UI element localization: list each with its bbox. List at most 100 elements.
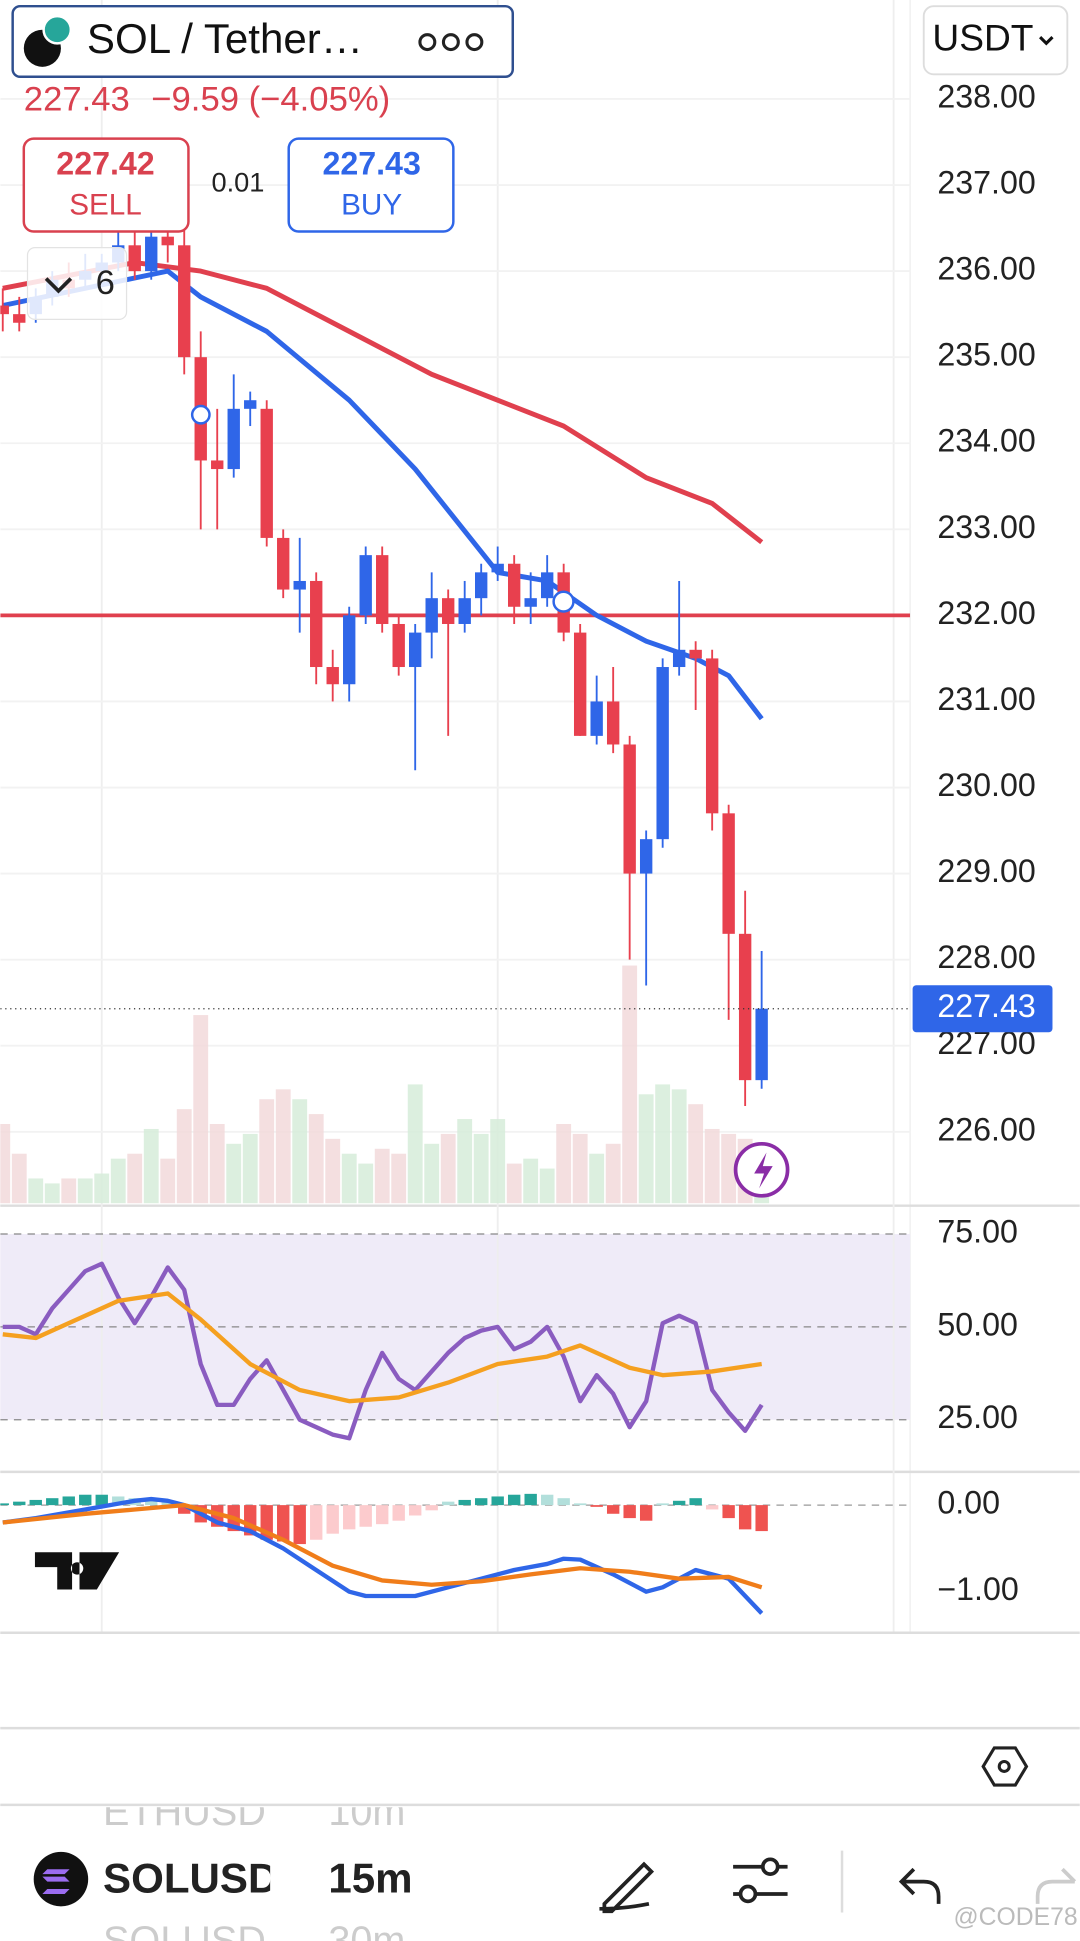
- candle-body: [293, 580, 306, 590]
- volume-bar: [407, 1084, 423, 1204]
- y-tick-label: 230.00: [937, 767, 1035, 803]
- more-dot[interactable]: [418, 33, 437, 52]
- last-price-label: 227.43: [937, 988, 1035, 1024]
- volume-bar: [275, 1089, 291, 1204]
- more-dot[interactable]: [441, 33, 460, 52]
- histogram-bar: [425, 1505, 438, 1511]
- volume-bar: [440, 1133, 456, 1204]
- volume-bar: [11, 1153, 27, 1204]
- histogram-bar: [639, 1505, 653, 1521]
- candle-body: [573, 632, 587, 736]
- candle-body: [0, 305, 9, 315]
- volume-bar: [688, 1104, 704, 1204]
- redo-icon[interactable]: [1035, 1867, 1077, 1904]
- volume-bar: [176, 1109, 192, 1204]
- picker-item[interactable]: SOLUSD: [103, 1855, 278, 1902]
- histogram-bar: [507, 1494, 521, 1506]
- candle-body: [260, 408, 273, 538]
- histogram-bar: [161, 1501, 174, 1506]
- volume-bar: [358, 1163, 374, 1204]
- indicator-line: [2, 1496, 764, 1615]
- histogram-bar: [112, 1496, 125, 1506]
- histogram-bar: [0, 1503, 9, 1506]
- candle-body: [540, 572, 554, 599]
- spread: 0.01: [211, 167, 264, 198]
- buy-label: BUY: [341, 189, 402, 222]
- volume-bar: [589, 1153, 605, 1204]
- more-dot[interactable]: [465, 33, 484, 52]
- candle-body: [128, 245, 141, 272]
- settings-icon[interactable]: [981, 1746, 1029, 1787]
- y-tick-label: 235.00: [937, 337, 1035, 373]
- slider-knob: [738, 1884, 758, 1904]
- candle-body: [656, 667, 669, 840]
- picker-item[interactable]: 15m: [328, 1855, 412, 1902]
- volume-bar: [61, 1178, 77, 1204]
- chevron: [1039, 36, 1054, 46]
- candle-body: [227, 408, 240, 470]
- volume-bar: [572, 1133, 588, 1204]
- indicators-toggle[interactable]: [26, 246, 128, 320]
- histogram-bar: [326, 1505, 339, 1534]
- candle-body: [738, 933, 752, 1081]
- candle-body: [178, 245, 191, 358]
- histogram-bar: [656, 1503, 669, 1506]
- histogram-bar: [29, 1499, 42, 1506]
- y-tick-label: 232.00: [937, 595, 1035, 631]
- volume-bar: [226, 1143, 242, 1204]
- histogram-bar: [573, 1503, 587, 1506]
- candle-body: [474, 572, 488, 599]
- candle-body: [722, 813, 735, 934]
- chevron: [44, 277, 73, 294]
- volume-bar: [242, 1133, 258, 1204]
- candle-body: [392, 623, 405, 668]
- histogram-bar: [623, 1505, 636, 1519]
- histogram-bar: [442, 1501, 455, 1506]
- y-tick-label: −1.00: [937, 1571, 1018, 1607]
- indicator-line: [2, 1261, 764, 1441]
- sell-button[interactable]: [22, 137, 190, 233]
- candle-body: [442, 598, 455, 624]
- currency-button[interactable]: [922, 5, 1069, 76]
- picker-item: SOLUSD: [103, 1919, 266, 1941]
- indicator-line: [2, 1502, 763, 1590]
- candle-body: [343, 615, 356, 685]
- symbol-pill[interactable]: [11, 4, 515, 78]
- histogram-bar: [376, 1505, 389, 1525]
- volume-bar: [473, 1133, 489, 1204]
- volume-bar: [523, 1158, 539, 1204]
- volume-bar: [622, 965, 638, 1204]
- candle-body: [606, 701, 620, 745]
- volume-bar: [110, 1158, 126, 1204]
- buy-button[interactable]: [287, 137, 455, 233]
- volume-bar: [259, 1099, 275, 1204]
- candle-body: [689, 649, 702, 659]
- candle-body: [425, 598, 438, 633]
- y-tick-label: 228.00: [937, 939, 1035, 975]
- histogram-bar: [524, 1493, 537, 1506]
- flash-icon: [754, 1152, 773, 1189]
- histogram-bar: [310, 1505, 323, 1540]
- volume-bar: [77, 1178, 93, 1204]
- y-tick-label: 236.00: [937, 251, 1035, 287]
- undo-icon[interactable]: [898, 1867, 941, 1904]
- candle-body: [639, 839, 653, 874]
- overlay: SOL / Tether… USDT 227.43 −9.59 (−4.05%) 227…: [0, 4, 1080, 1807]
- y-tick-label: 226.00: [937, 1111, 1035, 1147]
- volume-bar: [325, 1138, 341, 1204]
- histogram-bar: [392, 1505, 405, 1521]
- volume-bar: [94, 1173, 110, 1204]
- candle-body: [491, 563, 504, 573]
- alert-marker: [552, 590, 575, 613]
- candle-body: [211, 460, 224, 470]
- tv-logo: [34, 1552, 120, 1590]
- candle-body: [623, 744, 636, 874]
- histogram-bar: [491, 1496, 504, 1506]
- y-tick-label: 50.00: [937, 1306, 1018, 1342]
- candle-body: [672, 649, 686, 668]
- draw-icon[interactable]: [599, 1861, 655, 1914]
- volume-bar: [457, 1119, 473, 1204]
- candle-body: [590, 701, 603, 736]
- indicator-line: [2, 1291, 763, 1404]
